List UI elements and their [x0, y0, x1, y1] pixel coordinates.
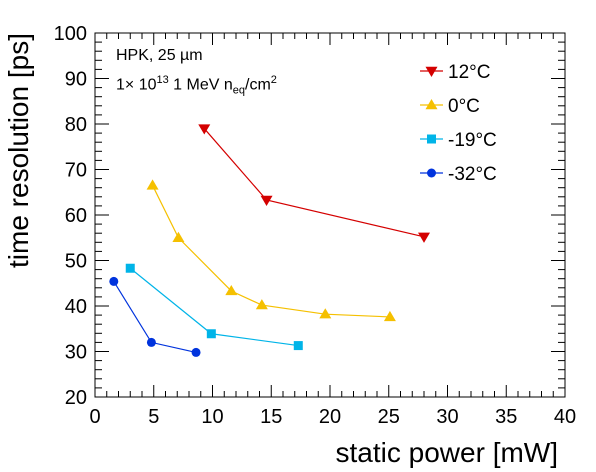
data-point: [293, 341, 303, 351]
series-2: [125, 263, 303, 351]
y-tick-label: 20: [65, 387, 87, 409]
fluence-mid: 1 MeV n: [168, 76, 233, 94]
series-3: [109, 276, 201, 357]
x-tick-label: 25: [378, 406, 400, 428]
fluence-exponent: 13: [156, 74, 169, 86]
legend-marker: [425, 66, 438, 77]
data-point: [418, 232, 430, 243]
x-tick-label: 10: [201, 406, 223, 428]
y-tick-label: 40: [65, 296, 87, 318]
data-point: [206, 329, 216, 339]
legend-marker: [427, 168, 436, 178]
data-point: [109, 276, 119, 286]
y-tick-label: 90: [65, 69, 87, 91]
x-tick-label: 15: [260, 406, 282, 428]
legend-label: -19°C: [448, 130, 497, 151]
legend-marker: [427, 134, 436, 144]
legend-label: 0°C: [448, 96, 480, 117]
x-tick-label: 5: [148, 406, 159, 428]
data-point: [172, 231, 185, 242]
data-point: [383, 310, 396, 322]
legend-label: -32°C: [448, 164, 497, 185]
y-tick-label: 100: [54, 23, 87, 45]
legend-entry: 0°C: [420, 96, 480, 117]
x-axis-label: static power [mW]: [336, 437, 558, 468]
axes: 0 5 10 15 20 25 30 35 40 20 30 40 50 60 70 80 90 100: [54, 23, 577, 428]
data-point: [260, 195, 273, 206]
fluence-tail: /cm: [245, 76, 271, 94]
annotation-sensor: HPK, 25 µm: [116, 47, 203, 64]
y-tick-label: 80: [65, 114, 87, 136]
x-tick-label: 30: [436, 406, 458, 428]
legend: 12°C 0°C -19°C -32°C: [420, 62, 497, 185]
data-point: [146, 337, 156, 347]
legend-label: 12°C: [448, 62, 490, 83]
data-point: [319, 308, 332, 319]
legend-entry: 12°C: [420, 62, 490, 83]
y-tick-label: 50: [65, 251, 87, 273]
x-tick-label: 20: [319, 406, 341, 428]
data-point: [198, 124, 211, 135]
fluence-tail-exponent: 2: [270, 74, 277, 86]
annotation-fluence: 1× 1013 1 MeV neq/cm2: [116, 74, 277, 97]
legend-entry: -32°C: [420, 164, 497, 185]
x-tick-label: 0: [89, 406, 100, 428]
data-point: [125, 263, 135, 273]
fluence-prefix: 1× 10: [116, 76, 157, 94]
fluence-sub: eq: [232, 84, 246, 97]
series-1: [146, 179, 396, 322]
legend-entry: -19°C: [420, 130, 497, 151]
data-point: [225, 284, 238, 296]
data-point: [191, 347, 201, 357]
series-0: [198, 124, 430, 243]
y-tick-label: 60: [65, 205, 87, 227]
legend-marker: [425, 99, 438, 110]
data-point: [255, 299, 268, 310]
x-tick-label: 40: [554, 406, 576, 428]
data-point: [146, 179, 159, 190]
y-tick-label: 30: [65, 342, 87, 364]
series-line: [203, 128, 425, 238]
y-tick-label: 70: [65, 160, 87, 182]
series-line: [152, 185, 390, 318]
series-layer: [109, 124, 430, 357]
y-axis-label: time resolution [ps]: [3, 33, 34, 268]
x-tick-label: 35: [495, 406, 517, 428]
